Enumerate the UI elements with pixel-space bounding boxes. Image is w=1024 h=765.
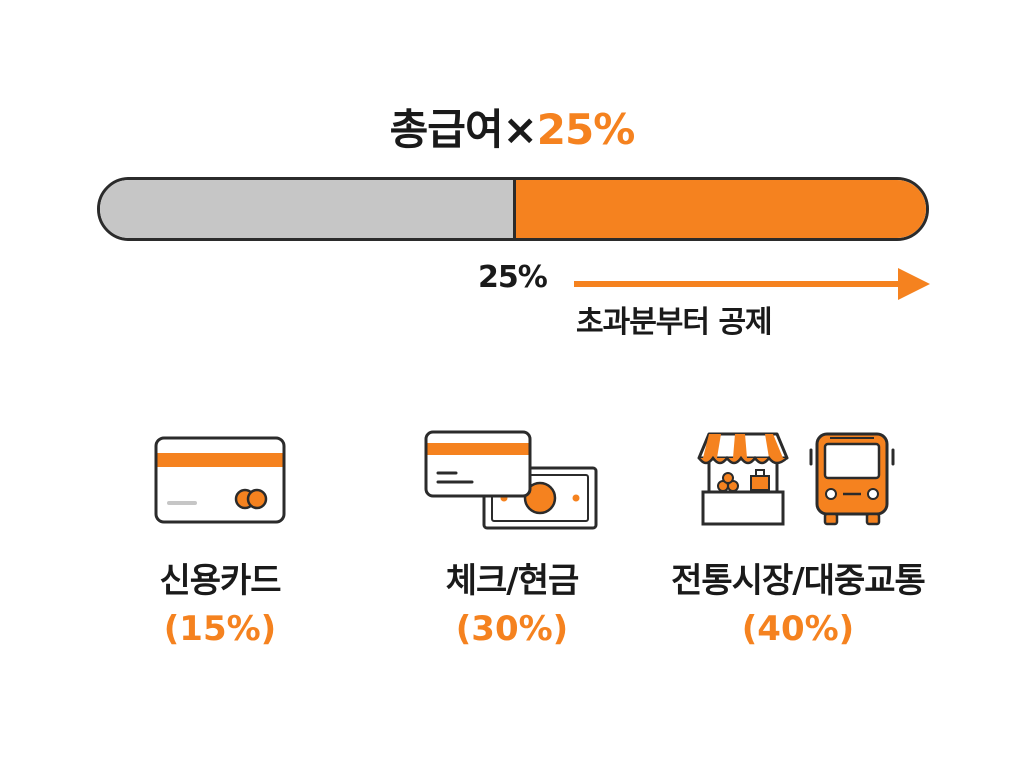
bar-segment-deductible (516, 180, 926, 238)
market-bus-icon (697, 432, 895, 526)
category-label: 체크/현금 (445, 561, 580, 601)
threshold-label: 25% (478, 260, 548, 295)
threshold-caption: 초과분부터 공제 (576, 305, 773, 340)
formula-rate: 25% (536, 105, 636, 154)
formula-title: 총급여×25% (0, 102, 1024, 158)
category-label: 전통시장/대중교통 (671, 561, 926, 601)
category-rate: (15%) (163, 609, 277, 649)
category-rate: (40%) (741, 609, 855, 649)
check-card-cash-icon (424, 430, 598, 530)
bus-icon (809, 432, 895, 526)
bar-segment-non-deductible (100, 180, 516, 238)
category-label: 신용카드 (159, 561, 281, 601)
market-stall-icon (697, 432, 789, 526)
formula-prefix: 총급여× (389, 105, 538, 154)
right-arrow-icon (574, 268, 930, 300)
category-credit-card: 신용카드 (15%) (50, 420, 390, 654)
threshold-bar (97, 177, 929, 241)
credit-card-icon (154, 436, 286, 524)
category-check-cash: 체크/현금 (30%) (342, 420, 682, 654)
category-market-transport: 전통시장/대중교통 (40%) (628, 420, 968, 654)
category-rate: (30%) (455, 609, 569, 649)
